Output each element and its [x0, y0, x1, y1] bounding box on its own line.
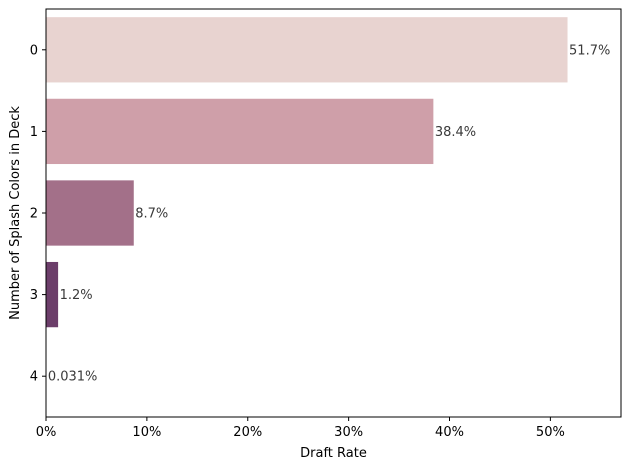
value-labels-group: 51.7% 38.4% 8.7% 1.2% 0.031%: [48, 43, 611, 384]
y-tick-label: 0: [30, 43, 38, 58]
bar-2: [46, 180, 134, 246]
value-label: 8.7%: [135, 207, 168, 222]
x-tick-label: 10%: [132, 425, 161, 440]
x-tick-label: 40%: [435, 425, 464, 440]
y-tick-label: 1: [30, 125, 38, 140]
bar-1: [46, 98, 434, 165]
y-tick-label: 2: [30, 207, 38, 222]
x-tick-label: 50%: [536, 425, 565, 440]
x-tick-label: 20%: [233, 425, 262, 440]
value-label: 51.7%: [569, 43, 610, 58]
y-tick-label: 3: [30, 288, 38, 303]
value-label: 0.031%: [48, 370, 98, 385]
bars-group: [46, 17, 568, 409]
y-axis-label: Number of Splash Colors in Deck: [8, 106, 23, 320]
x-axis-label: Draft Rate: [300, 446, 367, 461]
x-axis-ticks: 0% 10% 20% 30% 40% 50%: [36, 417, 565, 440]
value-label: 1.2%: [60, 288, 93, 303]
x-tick-label: 0%: [36, 425, 57, 440]
bar-0: [46, 17, 568, 83]
plot-frame: [45, 8, 622, 418]
bar-3: [46, 261, 59, 328]
y-tick-label: 4: [30, 370, 38, 385]
x-tick-label: 30%: [334, 425, 363, 440]
value-label: 38.4%: [435, 125, 476, 140]
y-axis-ticks: 0 1 2 3 4: [30, 43, 46, 385]
